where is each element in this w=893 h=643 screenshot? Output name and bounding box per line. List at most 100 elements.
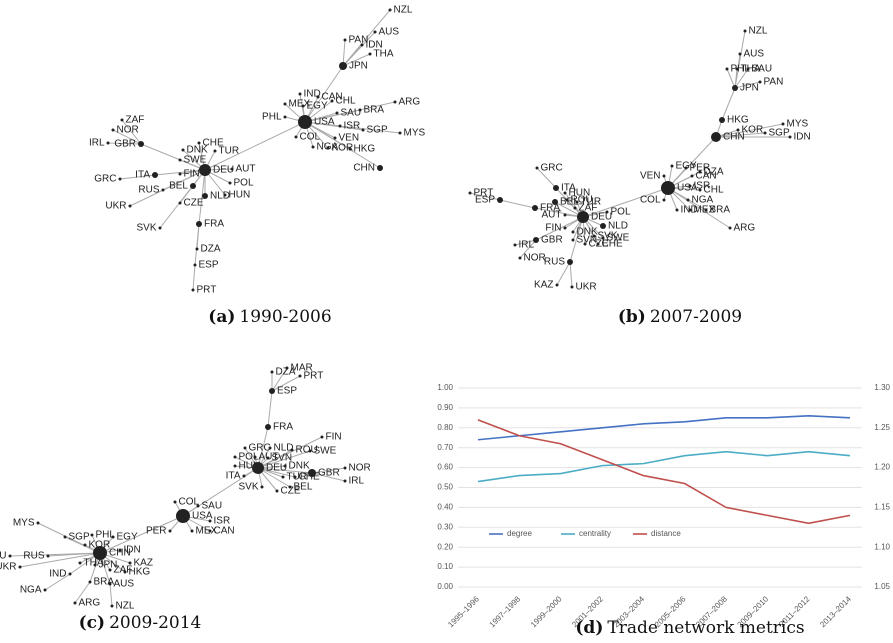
node	[270, 370, 274, 374]
node	[161, 188, 165, 192]
edge	[257, 449, 293, 469]
node	[283, 115, 287, 119]
node-label: MYS	[404, 128, 426, 139]
node	[675, 208, 679, 212]
edge	[107, 142, 142, 145]
y-tick-label: 0.60	[437, 463, 453, 472]
y-tick-label: 0.50	[437, 483, 453, 492]
node	[468, 191, 472, 195]
node	[191, 288, 195, 292]
node-label: PAN	[764, 77, 784, 88]
edge	[271, 375, 301, 392]
node	[18, 565, 22, 569]
node-label: PRT	[304, 371, 324, 382]
node	[195, 247, 199, 251]
node	[111, 535, 115, 539]
node	[68, 572, 72, 576]
node	[661, 181, 675, 195]
node-label: CAN	[696, 171, 717, 182]
caption: (b) 2007-2009	[618, 307, 742, 327]
node-label: DNK	[289, 461, 310, 472]
node	[583, 242, 587, 246]
node-label: CHN	[723, 132, 745, 143]
node	[368, 52, 372, 56]
node-label: ISR	[694, 181, 711, 192]
edge	[734, 81, 761, 89]
node	[298, 374, 302, 378]
node-label: PER	[690, 163, 711, 174]
node	[46, 554, 50, 558]
node-label: SVN	[272, 453, 293, 464]
edge	[536, 167, 557, 189]
node	[358, 108, 362, 112]
node-label: SGP	[69, 532, 90, 543]
node-label: USA	[677, 183, 698, 194]
node	[563, 191, 567, 195]
node-label: ARG	[734, 223, 756, 234]
node	[223, 193, 227, 197]
node-label: USA	[314, 117, 335, 128]
caption-tag: (b)	[618, 307, 646, 327]
node	[788, 135, 792, 139]
node-label: IRL	[89, 138, 105, 149]
node-label: UKR	[576, 282, 597, 293]
node	[208, 519, 212, 523]
edge	[519, 239, 537, 259]
x-tick-label: 1999–2000	[529, 594, 564, 629]
node	[698, 188, 702, 192]
edge	[726, 68, 736, 89]
node	[763, 131, 767, 135]
node	[320, 435, 324, 439]
node-label: CHN	[109, 548, 131, 559]
node-label: SAU	[341, 108, 362, 119]
node	[326, 146, 330, 150]
y-tick-label: 0.00	[437, 582, 453, 591]
node-label: KOR	[89, 540, 111, 551]
node-label: AUS	[114, 579, 135, 590]
node-label: SGP	[367, 125, 388, 136]
edge	[271, 367, 288, 392]
edge	[204, 121, 306, 171]
edge	[109, 583, 113, 607]
edge	[734, 68, 738, 89]
node	[596, 242, 600, 246]
x-tick-label: 1997–1998	[488, 594, 523, 629]
node	[728, 226, 732, 230]
node	[377, 165, 383, 171]
node-label: RUS	[544, 257, 565, 268]
node	[518, 256, 522, 260]
node-label: IND	[304, 89, 321, 100]
y-tick-label: 0.30	[437, 522, 453, 531]
node-label: FIN	[545, 223, 561, 234]
edge	[535, 216, 584, 241]
series-line	[477, 415, 851, 441]
node-label: NZL	[116, 601, 135, 612]
node	[552, 199, 558, 205]
node	[181, 148, 185, 152]
caption-text: Trade network metrics	[607, 618, 804, 638]
node	[565, 198, 569, 202]
node	[128, 204, 132, 208]
node-label: KAZ	[134, 558, 153, 569]
node-label: MEX	[196, 526, 218, 537]
node	[698, 170, 702, 174]
caption: (d) Trade network metrics	[575, 618, 804, 638]
y-tick-label: 0.90	[437, 403, 453, 412]
node-label: LTU	[0, 551, 7, 562]
node	[308, 449, 312, 453]
node-label: SVN	[577, 235, 598, 246]
node	[196, 504, 200, 508]
y2-tick-label: 1.25	[874, 423, 890, 432]
node	[335, 111, 339, 115]
node	[111, 128, 115, 132]
node	[8, 554, 12, 558]
edge	[721, 87, 736, 121]
node-label: CHL	[704, 185, 724, 196]
node-label: GBR	[541, 235, 563, 246]
node	[178, 201, 182, 205]
node	[553, 185, 559, 191]
edge	[99, 515, 184, 554]
node-label: POL	[239, 452, 259, 463]
node	[275, 489, 279, 493]
